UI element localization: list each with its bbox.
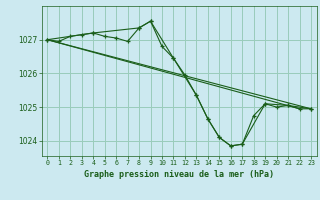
- X-axis label: Graphe pression niveau de la mer (hPa): Graphe pression niveau de la mer (hPa): [84, 170, 274, 179]
